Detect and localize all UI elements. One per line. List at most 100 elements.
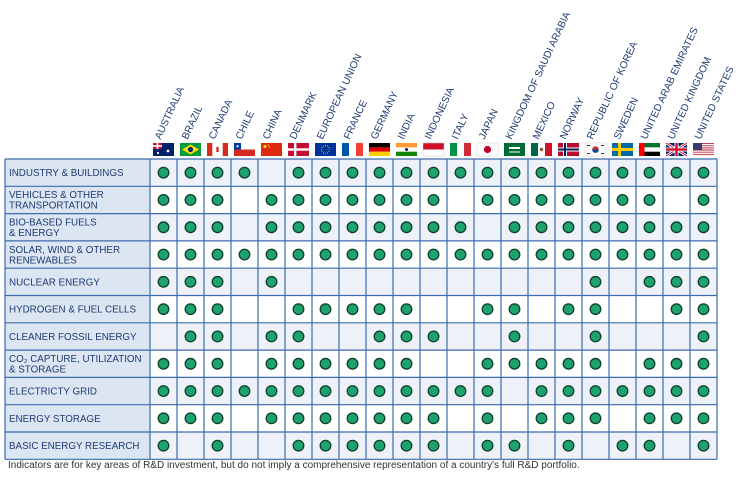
investment-dot — [211, 330, 224, 343]
investment-dot — [454, 166, 467, 179]
investment-dot — [184, 193, 197, 206]
investment-dot — [508, 303, 521, 316]
country-label: CANADA — [207, 98, 235, 141]
investment-dot — [211, 275, 224, 288]
investment-dot — [157, 166, 170, 179]
row-label: CO₂ CAPTURE, UTILIZATION — [9, 354, 142, 365]
investment-dot — [481, 166, 494, 179]
row-label: CLEANER FOSSIL ENERGY — [9, 332, 137, 343]
investment-dot — [373, 385, 386, 398]
row-label: BIO-BASED FUELS — [9, 218, 97, 229]
investment-dot — [670, 248, 683, 261]
investment-dot — [670, 357, 683, 370]
investment-dot — [535, 193, 548, 206]
investment-dot — [427, 248, 440, 261]
investment-dot — [265, 357, 278, 370]
investment-dot — [508, 330, 521, 343]
investment-dot — [697, 275, 710, 288]
investment-dot — [562, 412, 575, 425]
country-label: DENMARK — [288, 90, 320, 141]
investment-dot — [427, 439, 440, 452]
investment-dot — [211, 166, 224, 179]
investment-dot — [643, 248, 656, 261]
footnote: Indicators are for key areas of R&D inve… — [8, 460, 580, 471]
investment-dot — [697, 303, 710, 316]
investment-dot — [400, 166, 413, 179]
flag-norway-icon — [558, 143, 579, 156]
investment-dot — [616, 193, 629, 206]
row-label: ENERGY STORAGE — [9, 414, 101, 425]
investment-dot — [238, 248, 251, 261]
investment-dot — [454, 385, 467, 398]
investment-dot — [616, 385, 629, 398]
investment-dot — [481, 385, 494, 398]
investment-dot — [319, 412, 332, 425]
row-label: HYDROGEN & FUEL CELLS — [9, 305, 136, 316]
flag-united-arab-emirates-icon — [639, 143, 660, 156]
row-label: & ENERGY — [9, 228, 60, 239]
investment-dot — [319, 439, 332, 452]
investment-dot — [589, 248, 602, 261]
investment-dot — [427, 221, 440, 234]
country-label: BRAZIL — [180, 104, 205, 141]
investment-dot — [400, 385, 413, 398]
investment-dot — [508, 357, 521, 370]
investment-dot — [184, 248, 197, 261]
investment-dot — [427, 412, 440, 425]
investment-dot — [697, 385, 710, 398]
investment-dot — [292, 193, 305, 206]
flag-mexico-icon — [531, 143, 552, 156]
investment-dot — [319, 166, 332, 179]
flag-japan-icon — [476, 142, 499, 157]
country-label: NORWAY — [558, 96, 587, 141]
investment-dot — [427, 330, 440, 343]
investment-dot — [211, 439, 224, 452]
investment-dot — [346, 412, 359, 425]
investment-dot — [400, 303, 413, 316]
investment-dot — [643, 357, 656, 370]
investment-dot — [319, 248, 332, 261]
investment-dot — [670, 166, 683, 179]
investment-dot — [373, 248, 386, 261]
investment-dot — [616, 439, 629, 452]
country-label: INDIA — [396, 112, 418, 141]
investment-dot — [562, 221, 575, 234]
investment-dot — [346, 193, 359, 206]
investment-dot — [184, 357, 197, 370]
investment-dot — [481, 248, 494, 261]
row-label: VEHICLES & OTHER — [9, 190, 104, 201]
investment-dot — [265, 193, 278, 206]
investment-dot — [265, 385, 278, 398]
investment-dot — [697, 221, 710, 234]
flag-india-icon — [396, 143, 417, 156]
investment-dot — [346, 221, 359, 234]
investment-dot — [211, 385, 224, 398]
investment-dot — [319, 221, 332, 234]
investment-dot — [292, 248, 305, 261]
investment-dot — [373, 357, 386, 370]
investment-dot — [562, 439, 575, 452]
row-label: ELECTRICTY GRID — [9, 387, 97, 398]
investment-dot — [211, 357, 224, 370]
investment-dot — [562, 193, 575, 206]
investment-dot — [616, 166, 629, 179]
investment-dot — [400, 330, 413, 343]
country-label: MEXICO — [531, 100, 558, 141]
investment-dot — [292, 385, 305, 398]
investment-dot — [616, 221, 629, 234]
flag-european-union-icon — [315, 143, 336, 156]
country-label: CHILE — [234, 109, 257, 141]
investment-dot — [697, 193, 710, 206]
investment-dot — [697, 248, 710, 261]
investment-dot — [427, 193, 440, 206]
investment-dot — [670, 412, 683, 425]
investment-dot — [157, 412, 170, 425]
row-label: INDUSTRY & BUILDINGS — [9, 168, 124, 179]
investment-dot — [346, 385, 359, 398]
flag-france-icon — [342, 143, 363, 156]
investment-dot — [184, 221, 197, 234]
country-label: REPUBLIC OF KOREA — [585, 40, 640, 141]
row-label: TRANSPORTATION — [9, 201, 98, 212]
investment-dot — [670, 385, 683, 398]
flag-indonesia-icon — [422, 142, 445, 157]
